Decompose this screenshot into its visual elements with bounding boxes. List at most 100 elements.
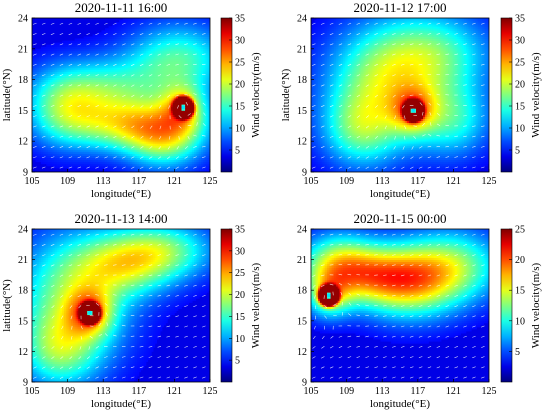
wind-vectors <box>311 233 485 379</box>
x-axis-label: longitude(°E) <box>91 188 151 200</box>
y-tick-label: 21 <box>18 44 28 55</box>
panel-title: 2020-11-13 14:00 <box>74 211 167 226</box>
wind-speed-field <box>32 18 210 172</box>
colorbar-tick-label: 15 <box>235 102 245 113</box>
y-tick-label: 15 <box>297 316 307 327</box>
colorbar-tick-label: 25 <box>235 58 245 69</box>
panel-title: 2020-11-12 17:00 <box>353 0 446 15</box>
x-axis-label: longitude(°E) <box>370 398 430 410</box>
colorbar-gradient <box>220 228 233 383</box>
y-tick-label: 9 <box>302 378 307 389</box>
x-tick-label: 105 <box>25 386 40 397</box>
y-tick-label: 15 <box>18 316 28 327</box>
x-tick-label: 117 <box>131 386 146 397</box>
colorbar-tick-label: 5 <box>515 146 520 157</box>
panel-title: 2020-11-11 16:00 <box>75 0 168 15</box>
x-tick-label: 121 <box>167 176 182 187</box>
y-tick-label: 18 <box>297 75 307 86</box>
colorbar-tick-label: 15 <box>515 286 525 297</box>
x-tick-label: 105 <box>304 386 319 397</box>
x-axis-label: longitude(°E) <box>91 398 151 410</box>
colorbar-tick-label: 30 <box>515 36 525 47</box>
colorbar-tick-label: 5 <box>235 146 240 157</box>
y-tick-label: 9 <box>23 168 28 179</box>
colorbar-tick-label: 10 <box>515 316 525 327</box>
y-tick-label: 18 <box>18 286 28 297</box>
typhoon-eye <box>327 293 331 298</box>
colorbar-tick-label: 20 <box>515 80 525 91</box>
wind-vectors <box>32 233 206 379</box>
y-axis-label: latitude(°N) <box>1 68 13 121</box>
colorbar: 5 10 15 20 25 30 35 Wind velocity(m/s) <box>220 14 262 173</box>
x-tick-label: 109 <box>339 176 354 187</box>
x-tick-label: 109 <box>60 176 75 187</box>
y-tick-label: 24 <box>18 14 28 25</box>
colorbar-gradient <box>500 17 513 173</box>
colorbar-tick-label: 10 <box>235 124 245 135</box>
colorbar: 5 10 15 20 25 30 35 Wind velocity(m/s) <box>500 14 542 173</box>
y-tick-label: 12 <box>297 347 307 358</box>
colorbar-tick-label: 10 <box>235 334 245 345</box>
colorbar-tick-label: 20 <box>515 255 525 266</box>
y-tick-label: 24 <box>297 225 307 236</box>
colorbar-tick-label: 35 <box>235 14 245 25</box>
typhoon-eye <box>411 108 416 113</box>
x-tick-label: 113 <box>96 386 111 397</box>
colorbar-label: Wind velocity(m/s) <box>250 262 262 348</box>
x-tick-label: 105 <box>25 176 40 187</box>
colorbar: 5 10 15 20 25 30 35 Wind velocity(m/s) <box>220 225 262 383</box>
y-tick-label: 15 <box>18 106 28 117</box>
x-axis-label: longitude(°E) <box>370 188 430 200</box>
colorbar-tick-label: 5 <box>235 356 240 367</box>
x-tick-label: 117 <box>410 176 425 187</box>
y-axis-label: latitude(°N) <box>1 279 13 332</box>
colorbar-tick-label: 20 <box>235 290 245 301</box>
wind-vectors <box>311 22 485 170</box>
colorbar-gradient <box>500 228 513 383</box>
plot-frame <box>310 17 490 173</box>
colorbar-label: Wind velocity(m/s) <box>250 52 262 138</box>
colorbar-tick-label: 30 <box>235 246 245 257</box>
typhoon-eye <box>181 105 186 110</box>
y-tick-label: 21 <box>297 44 307 55</box>
y-tick-label: 24 <box>18 225 28 236</box>
plot-frame <box>31 17 211 173</box>
panel-title: 2020-11-15 00:00 <box>353 211 446 226</box>
x-tick-label: 113 <box>375 176 390 187</box>
x-tick-label: 121 <box>167 386 182 397</box>
colorbar: 5 10 15 20 25 Wind velocity(m/s) <box>500 225 542 383</box>
y-tick-label: 12 <box>297 137 307 148</box>
y-tick-label: 9 <box>302 168 307 179</box>
y-axis-label: latitude(°N) <box>280 68 292 121</box>
x-tick-label: 125 <box>482 176 497 187</box>
colorbar-tick-label: 25 <box>235 268 245 279</box>
colorbar-tick-label: 15 <box>235 312 245 323</box>
x-tick-label: 117 <box>410 386 425 397</box>
x-tick-label: 121 <box>446 386 461 397</box>
colorbar-tick-label: 25 <box>515 225 525 236</box>
y-tick-label: 24 <box>297 14 307 25</box>
colorbar-tick-label: 25 <box>515 58 525 69</box>
colorbar-tick-label: 5 <box>515 347 520 358</box>
y-tick-label: 12 <box>18 137 28 148</box>
y-tick-label: 12 <box>18 347 28 358</box>
y-tick-label: 18 <box>18 75 28 86</box>
colorbar-tick-label: 35 <box>235 225 245 236</box>
x-tick-label: 117 <box>131 176 146 187</box>
wind-speed-field <box>32 229 210 382</box>
x-tick-label: 125 <box>203 386 218 397</box>
x-tick-label: 113 <box>96 176 111 187</box>
y-tick-label: 9 <box>23 378 28 389</box>
typhoon-eye <box>88 310 92 315</box>
x-tick-label: 105 <box>304 176 319 187</box>
x-tick-label: 125 <box>482 386 497 397</box>
y-tick-label: 21 <box>18 255 28 266</box>
colorbar-tick-label: 20 <box>235 80 245 91</box>
wind-vectors <box>32 22 206 170</box>
wind-speed-field <box>311 18 489 172</box>
colorbar-gradient <box>220 17 233 173</box>
